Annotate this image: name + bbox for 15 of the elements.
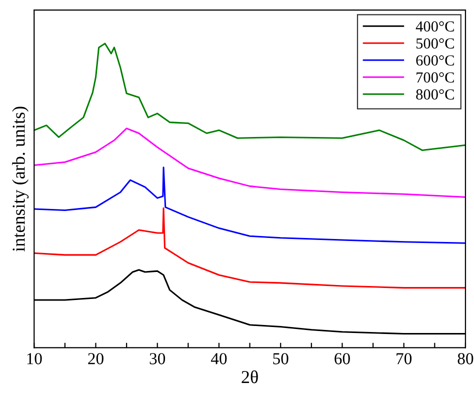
x-tick-label: 70 — [396, 353, 412, 364]
legend-label: 400°C — [416, 21, 454, 32]
y-axis-title: intensity (arb. units) — [12, 106, 29, 252]
legend-label: 600°C — [416, 55, 454, 66]
x-axis-title: 2θ — [242, 370, 258, 384]
x-tick-label: 50 — [273, 353, 288, 364]
legend-label: 700°C — [416, 72, 454, 83]
legend-label: 500°C — [416, 38, 454, 49]
x-tick-label: 60 — [334, 353, 350, 364]
x-tick-label: 40 — [210, 353, 227, 364]
legend-label: 800°C — [416, 89, 454, 100]
x-tick-label: 20 — [88, 353, 104, 364]
x-tick-label: 80 — [458, 353, 474, 364]
x-tick-label: 30 — [150, 353, 166, 364]
x-tick-label: 10 — [27, 353, 42, 364]
